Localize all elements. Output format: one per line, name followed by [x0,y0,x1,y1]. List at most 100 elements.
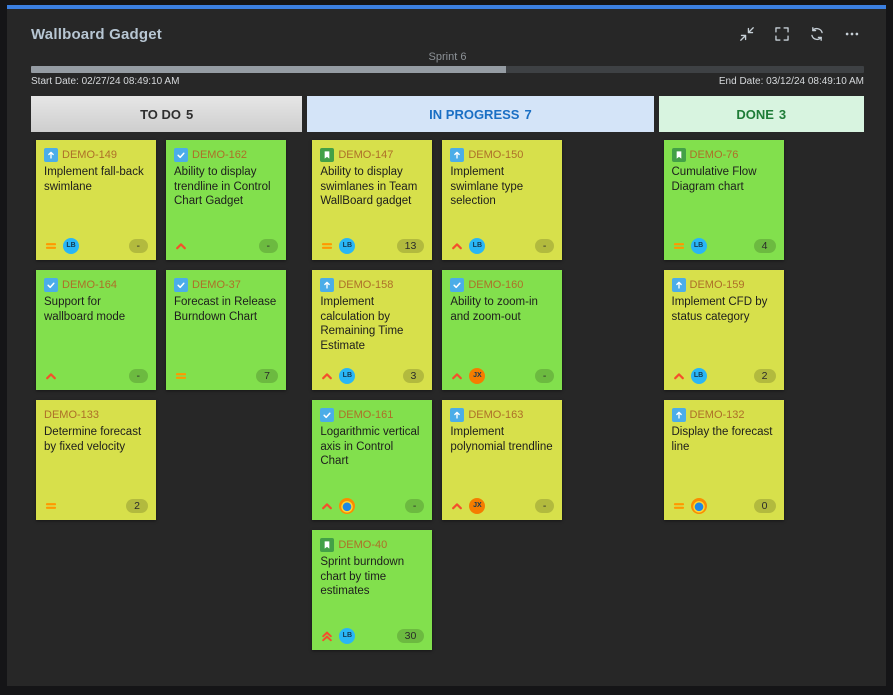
compress-button[interactable] [737,24,757,44]
issue-card-demo-160[interactable]: DEMO-160 Ability to zoom-in and zoom-out J… [442,270,563,390]
refresh-button[interactable] [807,24,827,44]
priority-high-icon [450,499,464,513]
column-in-progress-cards: DEMO-147 Ability to display swimlanes in … [307,140,653,650]
estimate-badge: - [258,238,278,253]
issue-key[interactable]: DEMO-158 [338,278,394,291]
issue-key[interactable]: DEMO-150 [468,148,524,161]
improvement-icon [44,147,58,162]
card-header: DEMO-149 [44,147,148,162]
fullscreen-button[interactable] [772,24,792,44]
more-options-button[interactable] [842,24,862,44]
card-footer: - [320,497,425,514]
issue-summary: Ability to zoom-in and zoom-out [450,296,538,323]
issue-card-demo-76[interactable]: DEMO-76 Cumulative Flow Diagram chart LB 4 [663,140,784,260]
sprint-progress-fill [31,66,506,73]
browser-logo-avatar [690,497,707,514]
wallboard-gadget-panel: Wallboard Gadget [7,9,886,686]
fullscreen-icon [775,27,789,41]
sprint-dates: Start Date: 02/27/24 08:49:10 AM End Dat… [31,76,864,87]
priority-medium-icon [672,499,686,513]
estimate-badge: 4 [753,238,776,253]
column-header-in-progress: IN PROGRESS 7 [307,96,654,132]
issue-key[interactable]: DEMO-162 [192,148,248,161]
issue-key[interactable]: DEMO-161 [338,408,394,421]
avatar-lb: LB [690,237,707,254]
issue-key[interactable]: DEMO-164 [62,278,118,291]
issue-card-demo-133[interactable]: DEMO-133 Determine forecast by fixed velo… [36,400,156,520]
card-header: DEMO-161 [320,407,424,422]
avatar-jx: JX [469,497,486,514]
issue-card-demo-159[interactable]: DEMO-159 Implement CFD by status category… [663,270,784,390]
issue-card-demo-37[interactable]: DEMO-37 Forecast in Release Burndown Char… [166,270,286,390]
issue-summary: Support for wallboard mode [44,296,126,323]
issue-key[interactable]: DEMO-37 [192,278,241,291]
card-header: DEMO-133 [44,407,148,422]
card-footer: LB 30 [320,627,425,644]
column-in-progress: IN PROGRESS 7 DEMO-147 Ability to display… [307,96,654,650]
issue-key[interactable]: DEMO-160 [468,278,524,291]
issue-card-demo-150[interactable]: DEMO-150 Implement swimlane type selectio… [442,140,563,260]
issue-summary: Ability to display trendline in Control … [174,166,271,208]
issue-summary: Implement fall-back swimlane [44,166,144,193]
task-icon [320,407,335,422]
issue-key[interactable]: DEMO-133 [44,408,100,421]
card-footer: LB 4 [672,237,776,254]
issue-card-demo-164[interactable]: DEMO-164 Support for wallboard mode - [36,270,156,390]
estimate-badge: 7 [256,368,278,383]
issue-card-demo-163[interactable]: DEMO-163 Implement polynomial trendline JX… [442,400,563,520]
column-header-done: DONE 3 [658,96,864,132]
issue-summary: Ability to display swimlanes in Team Wal… [320,166,418,208]
estimate-badge: 2 [753,368,776,383]
story-icon [320,147,335,162]
issue-key[interactable]: DEMO-149 [62,148,118,161]
estimate-badge: - [404,498,425,513]
issue-key[interactable]: DEMO-163 [468,408,524,421]
priority-medium-icon [320,239,334,253]
issue-key[interactable]: DEMO-40 [338,538,388,551]
issue-summary: Forecast in Release Burndown Chart [174,296,277,323]
card-header: DEMO-159 [671,277,776,292]
card-footer: LB 13 [320,237,425,254]
card-footer: LB - [450,237,555,254]
card-footer: LB 2 [672,367,776,384]
more-options-icon [845,32,859,36]
issue-card-demo-40[interactable]: DEMO-40 Sprint burndown chart by time est… [312,530,433,650]
estimate-badge: 3 [402,368,425,383]
column-count: 7 [524,106,532,122]
task-icon [174,277,188,292]
card-header: DEMO-76 [671,147,776,162]
issue-summary: Implement swimlane type selection [450,166,524,208]
card-footer: JX - [450,367,555,384]
card-header: DEMO-147 [320,147,424,162]
column-label: IN PROGRESS [429,106,520,122]
column-count: 5 [186,106,194,122]
avatar-jx: JX [469,367,486,384]
issue-key[interactable]: DEMO-147 [338,148,394,161]
issue-card-demo-149[interactable]: DEMO-149 Implement fall-back swimlane LB - [36,140,156,260]
card-header: DEMO-40 [320,537,424,552]
issue-card-demo-132[interactable]: DEMO-132 Display the forecast line 0 [663,400,784,520]
issue-key[interactable]: DEMO-132 [689,408,745,421]
issue-key[interactable]: DEMO-76 [689,148,739,161]
issue-key[interactable]: DEMO-159 [689,278,745,291]
refresh-icon [811,27,823,41]
column-header-todo: TO DO 5 [31,96,303,132]
column-todo-cards: DEMO-149 Implement fall-back swimlane LB - D… [31,140,302,520]
issue-card-demo-161[interactable]: DEMO-161 Logarithmic vertical axis in Con… [312,400,433,520]
avatar-lb: LB [339,237,356,254]
card-header: DEMO-164 [44,277,148,292]
priority-medium-icon [44,239,58,253]
task-icon [450,277,465,292]
sprint-end-date: End Date: 03/12/24 08:49:10 AM [718,76,864,87]
estimate-badge: 30 [396,628,425,643]
story-icon [671,147,686,162]
issue-card-demo-158[interactable]: DEMO-158 Implement calculation by Remaini… [312,270,433,390]
sprint-name: Sprint 6 [428,51,467,63]
card-footer: - [44,367,148,384]
priority-high-icon [450,369,464,383]
priority-high-icon [672,369,686,383]
issue-card-demo-162[interactable]: DEMO-162 Ability to display trendline in … [166,140,286,260]
improvement-icon [450,407,465,422]
issue-card-demo-147[interactable]: DEMO-147 Ability to display swimlanes in … [312,140,433,260]
board: TO DO 5 DEMO-149 Implement fall-back swim… [7,96,886,650]
